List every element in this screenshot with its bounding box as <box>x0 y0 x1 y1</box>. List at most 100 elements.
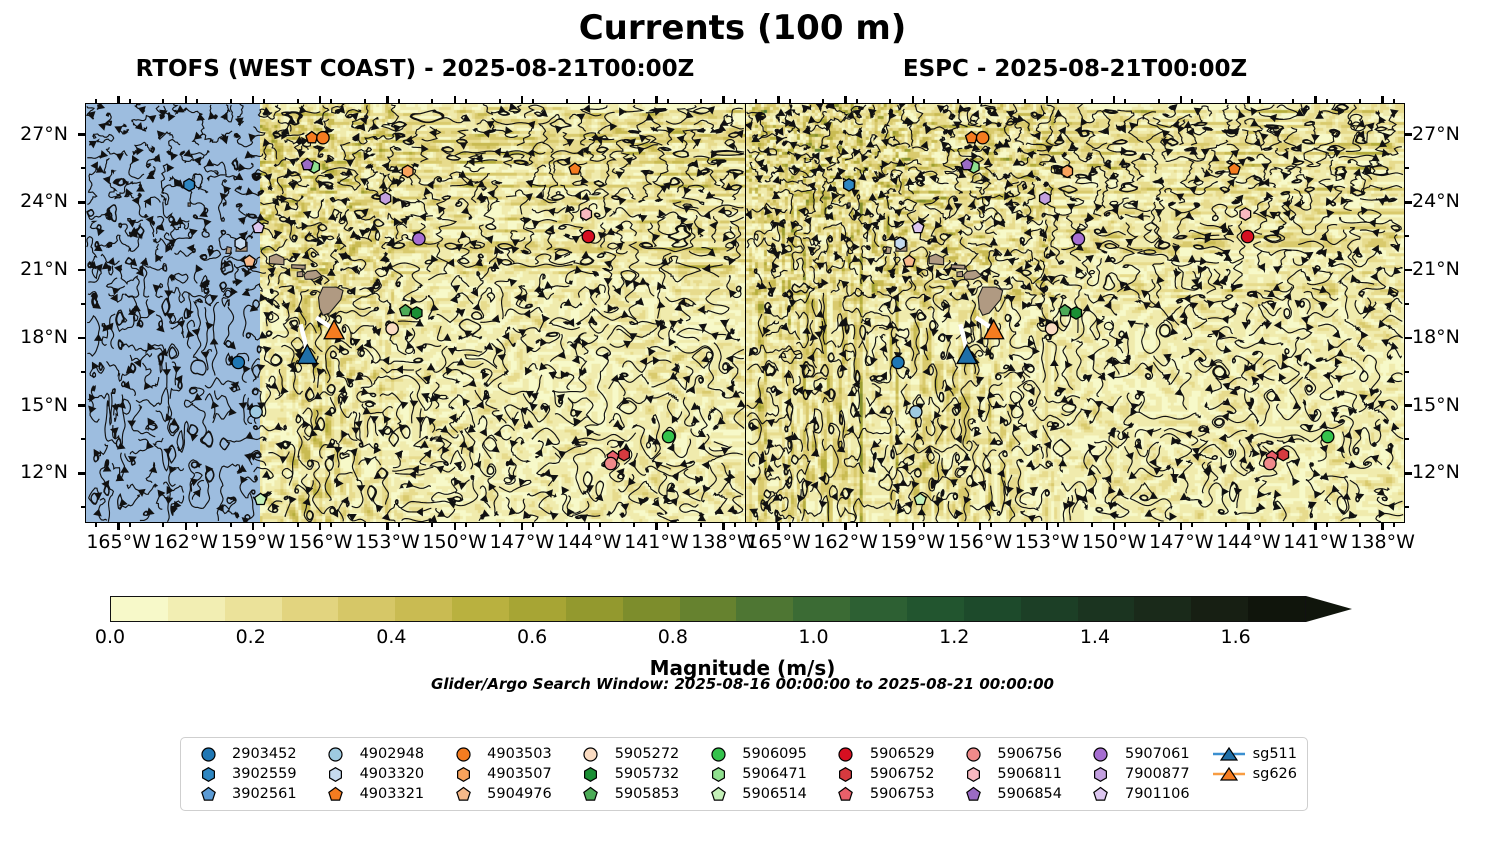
platform-marker-sg511[interactable] <box>955 343 979 365</box>
platform-marker-5906756[interactable] <box>603 456 618 471</box>
legend-marker-hexagon-icon <box>1084 766 1118 782</box>
colorbar-band-8 <box>565 597 623 621</box>
legend-marker-circle-icon <box>191 746 225 762</box>
platform-marker-5905853[interactable] <box>398 303 413 317</box>
legend-item-5906752[interactable]: 5906752 <box>829 764 957 784</box>
legend-item-4903320[interactable]: 4903320 <box>319 764 447 784</box>
platform-marker-4903320[interactable] <box>894 236 907 251</box>
platform-marker-5906752[interactable] <box>1277 447 1290 462</box>
platform-marker-2903452[interactable] <box>891 355 905 370</box>
legend-marker-hexagon-icon <box>319 766 353 782</box>
platform-marker-5906854[interactable] <box>960 157 974 171</box>
legend-item-5906854[interactable]: 5906854 <box>956 784 1084 804</box>
platform-marker-4903321[interactable] <box>964 130 979 144</box>
platform-marker-4903321[interactable] <box>305 130 319 144</box>
platform-marker-4903507[interactable] <box>401 164 414 179</box>
x-tick-minor <box>431 523 434 527</box>
x-tick-mark-top-p0-6 <box>520 96 524 103</box>
platform-marker-5906514[interactable] <box>913 492 927 506</box>
legend-item-4903507[interactable]: 4903507 <box>446 764 574 784</box>
legend-item-5907061[interactable]: 5907061 <box>1084 744 1212 764</box>
map-panel-rtofs[interactable] <box>85 103 746 523</box>
platform-marker-4903507[interactable] <box>1061 164 1074 179</box>
x-tick-minor <box>464 523 467 527</box>
platform-marker-5907061[interactable] <box>1071 232 1086 246</box>
legend-item-sg511[interactable]: sg511 <box>1212 744 1297 764</box>
legend-item-5905853[interactable]: 5905853 <box>574 784 702 804</box>
legend-item-7901106[interactable]: 7901106 <box>1084 784 1212 804</box>
platform-marker-5906529[interactable] <box>581 229 596 244</box>
glider-track-icon <box>1212 766 1246 782</box>
platform-marker-sg626[interactable] <box>323 318 346 340</box>
legend-item-5906471[interactable]: 5906471 <box>701 764 829 784</box>
platform-marker-5905732[interactable] <box>1070 306 1083 320</box>
legend-item-4903321[interactable]: 4903321 <box>319 784 447 804</box>
platform-marker-5907061[interactable] <box>412 232 426 246</box>
y-tick-minor <box>81 506 85 509</box>
x-tick-minor <box>956 523 959 527</box>
y-tick-minor <box>1405 438 1409 441</box>
legend-marker-hexagon-icon <box>446 766 480 782</box>
platform-marker-sg626[interactable] <box>982 318 1005 340</box>
map-panel-espc[interactable] <box>745 103 1405 523</box>
platform-marker-4902948[interactable] <box>249 405 263 419</box>
legend-item-5906811[interactable]: 5906811 <box>956 764 1084 784</box>
legend-item-3902559[interactable]: 3902559 <box>191 764 319 784</box>
platform-marker-5905732[interactable] <box>410 306 423 320</box>
platform-marker-sg511[interactable] <box>296 343 319 365</box>
legend-item-5905732[interactable]: 5905732 <box>574 764 702 784</box>
legend-item-5906529[interactable]: 5906529 <box>829 744 957 764</box>
legend-box[interactable]: 2903452 3902559 3902561 4902948 4903320 49033… <box>180 737 1308 811</box>
island-maui <box>963 269 983 280</box>
platform-marker-5906514[interactable] <box>253 492 268 506</box>
platform-marker-5906756[interactable] <box>1263 456 1277 471</box>
legend-item-5906514[interactable]: 5906514 <box>701 784 829 804</box>
platform-marker-7901106[interactable] <box>911 220 925 234</box>
legend-item-7900877[interactable]: 7900877 <box>1084 764 1212 784</box>
platform-marker-5906854[interactable] <box>300 157 314 171</box>
y-tick-mark-left-4 <box>78 404 85 407</box>
platform-marker-5906811[interactable] <box>1239 207 1252 221</box>
x-tick-minor <box>1392 99 1395 103</box>
platform-marker-4903503[interactable] <box>316 130 330 145</box>
legend-item-2903452[interactable]: 2903452 <box>191 744 319 764</box>
legend-item-5906095[interactable]: 5906095 <box>701 744 829 764</box>
legend-item-5904976[interactable]: 5904976 <box>446 784 574 804</box>
figure-suptitle: Currents (100 m) <box>578 8 907 48</box>
platform-marker-4902948[interactable] <box>908 405 923 419</box>
platform-marker-3902559[interactable] <box>842 177 856 192</box>
platform-marker-5906752[interactable] <box>617 447 631 462</box>
platform-marker-5904976[interactable] <box>902 254 916 267</box>
legend-item-4902948[interactable]: 4902948 <box>319 744 447 764</box>
platform-marker-5906811[interactable] <box>580 207 593 221</box>
platform-marker-4903503[interactable] <box>975 130 990 145</box>
platform-marker-5905853[interactable] <box>1058 303 1072 317</box>
platform-marker-5906529[interactable] <box>1240 229 1255 244</box>
legend-item-sg626[interactable]: sg626 <box>1212 764 1297 784</box>
legend-item-5906753[interactable]: 5906753 <box>829 784 957 804</box>
x-tick-minor <box>1057 99 1060 103</box>
platform-marker-2903452[interactable] <box>231 355 246 370</box>
x-tick-minor <box>162 99 165 103</box>
platform-marker-4903321_b[interactable] <box>568 162 582 175</box>
legend-marker-pentagon-icon <box>956 786 990 802</box>
y-tick-mark-left-5 <box>78 472 85 475</box>
platform-marker-5905272[interactable] <box>1044 321 1059 336</box>
colorbar-band-15 <box>963 597 1021 621</box>
legend-item-4903503[interactable]: 4903503 <box>446 744 574 764</box>
platform-marker-7900877[interactable] <box>379 191 392 206</box>
platform-marker-4903320[interactable] <box>234 236 247 251</box>
platform-marker-7901106[interactable] <box>251 220 265 234</box>
platform-marker-7900877[interactable] <box>1038 191 1051 206</box>
platform-marker-5906095[interactable] <box>1320 429 1335 444</box>
legend-item-5906756[interactable]: 5906756 <box>956 744 1084 764</box>
platform-marker-4903321_b[interactable] <box>1227 162 1241 175</box>
platform-marker-5904976[interactable] <box>242 254 257 267</box>
platform-marker-5905272[interactable] <box>385 321 399 336</box>
legend-item-3902561[interactable]: 3902561 <box>191 784 319 804</box>
legend-item-5905272[interactable]: 5905272 <box>574 744 702 764</box>
platform-marker-5906095[interactable] <box>661 429 676 444</box>
x-tick-minor <box>1258 99 1261 103</box>
x-tick-minor <box>788 523 791 527</box>
platform-marker-3902559[interactable] <box>183 177 196 192</box>
